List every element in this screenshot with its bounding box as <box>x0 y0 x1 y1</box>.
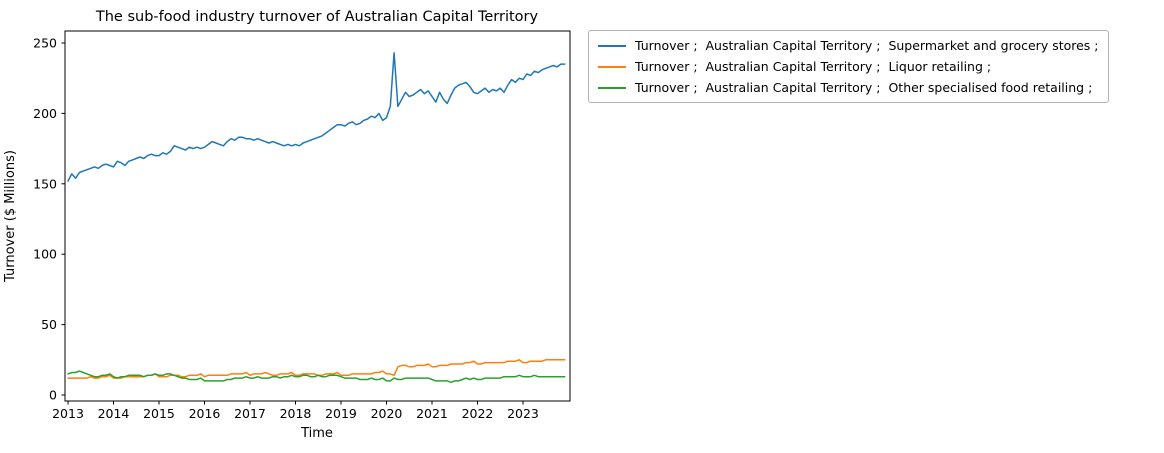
axes-frame <box>64 30 571 402</box>
x-tick-label: 2019 <box>325 406 357 421</box>
legend-line-swatch-other-food <box>598 86 626 89</box>
legend-entry-supermarket: Turnover ; Australian Capital Territory … <box>598 38 1099 53</box>
line-series <box>67 370 566 384</box>
legend-label-other-food: Turnover ; Australian Capital Territory … <box>635 80 1093 95</box>
x-tick-label: 2022 <box>462 406 494 421</box>
y-tick-label: 50 <box>41 317 57 332</box>
legend-line-swatch-supermarket <box>598 44 626 47</box>
y-tick-label: 200 <box>33 106 57 121</box>
x-tick-label: 2013 <box>52 406 84 421</box>
y-axis-label: Turnover ($ Millions) <box>3 150 18 283</box>
x-tick-label: 2021 <box>416 406 448 421</box>
legend-entry-liquor: Turnover ; Australian Capital Territory … <box>598 59 1099 74</box>
axis-ticks: 0 50 100 150 200 250 2013 2014 2015 2016 2017 2018 2… <box>33 36 539 422</box>
x-tick-label: 2017 <box>234 406 266 421</box>
legend-entry-other-food: Turnover ; Australian Capital Territory … <box>598 80 1099 95</box>
x-axis-label: Time <box>300 426 333 441</box>
x-tick-label: 2016 <box>189 406 221 421</box>
x-tick-label: 2020 <box>371 406 403 421</box>
x-tick-label: 2015 <box>143 406 175 421</box>
y-tick-label: 100 <box>33 247 57 262</box>
y-tick-label: 250 <box>33 36 57 51</box>
legend-label-supermarket: Turnover ; Australian Capital Territory … <box>635 38 1099 53</box>
y-tick-label: 0 <box>49 388 57 403</box>
x-tick-label: 2014 <box>98 406 130 421</box>
plot-area: The sub-food industry turnover of Austra… <box>3 9 571 441</box>
line-series <box>67 52 566 182</box>
y-tick-label: 150 <box>33 176 57 191</box>
legend-label-liquor: Turnover ; Australian Capital Territory … <box>635 59 992 74</box>
legend: Turnover ; Australian Capital Territory … <box>588 30 1109 103</box>
chart-title: The sub-food industry turnover of Austra… <box>95 9 539 25</box>
x-tick-label: 2018 <box>280 406 312 421</box>
x-tick-label: 2023 <box>507 406 539 421</box>
legend-line-swatch-liquor <box>598 65 626 68</box>
data-series <box>67 52 566 384</box>
